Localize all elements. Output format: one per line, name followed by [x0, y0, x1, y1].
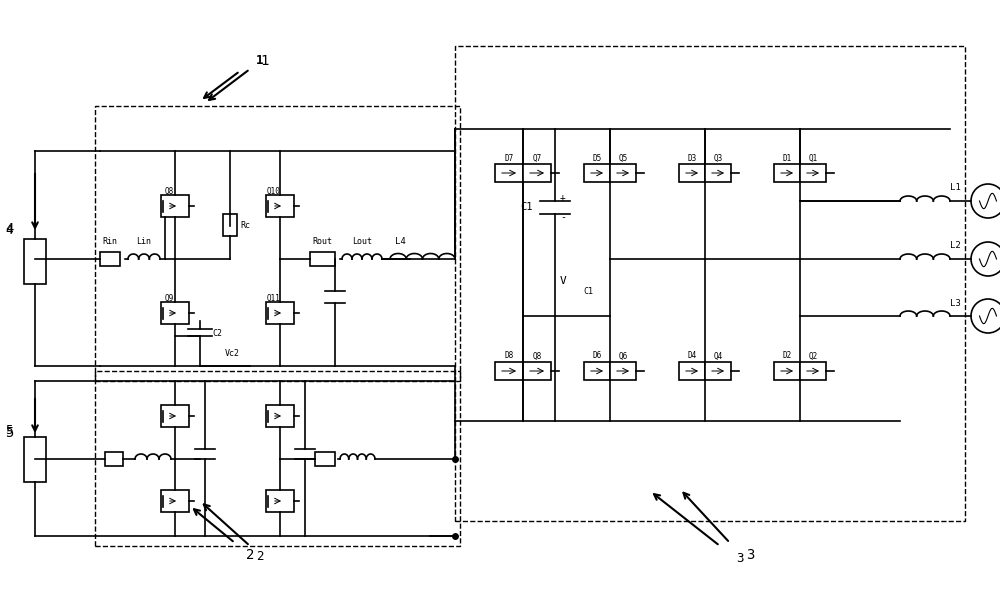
Text: Q3: Q3 [713, 154, 723, 163]
Text: L1: L1 [950, 183, 961, 193]
Bar [266, 302, 294, 324]
Text: D6: D6 [592, 352, 602, 361]
Text: L2: L2 [950, 242, 961, 251]
Bar [161, 490, 189, 512]
Bar [679, 362, 705, 380]
Text: D8: D8 [504, 352, 514, 361]
Bar [24, 437, 46, 482]
Bar [315, 452, 335, 466]
Text: L4: L4 [395, 238, 406, 246]
Bar [774, 164, 800, 182]
Text: +: + [560, 193, 566, 203]
Text: Q2: Q2 [808, 352, 818, 361]
Text: C2: C2 [212, 329, 222, 337]
Text: Rc: Rc [240, 220, 250, 229]
Text: Q11: Q11 [267, 294, 281, 303]
Text: 5: 5 [5, 424, 12, 437]
Bar [774, 362, 800, 380]
Bar [610, 362, 636, 380]
Text: Rin: Rin [103, 237, 118, 246]
Bar [310, 252, 335, 266]
Bar [161, 302, 189, 324]
Text: 5: 5 [5, 426, 13, 440]
Bar [523, 362, 551, 380]
Text: D7: D7 [504, 154, 514, 163]
Text: Q9: Q9 [164, 294, 174, 303]
Text: Q7: Q7 [532, 154, 542, 163]
Text: 1: 1 [261, 54, 269, 68]
Text: Rout: Rout [312, 237, 332, 246]
Bar [705, 362, 731, 380]
Text: 2: 2 [256, 550, 264, 563]
Text: D3: D3 [687, 154, 697, 163]
Bar [266, 405, 294, 427]
Text: D5: D5 [592, 154, 602, 163]
Text: 4: 4 [5, 222, 13, 236]
Bar [455, 46, 965, 521]
Bar [495, 164, 523, 182]
Text: Lout: Lout [352, 237, 372, 246]
Bar [266, 490, 294, 512]
Bar [523, 164, 551, 182]
Text: 1: 1 [256, 54, 264, 67]
Text: C1: C1 [583, 287, 593, 296]
Text: Q6: Q6 [618, 352, 628, 361]
Bar [705, 164, 731, 182]
Text: Q8: Q8 [164, 187, 174, 196]
Text: 3: 3 [746, 548, 754, 562]
Bar [584, 164, 610, 182]
Bar [161, 195, 189, 217]
Bar [266, 195, 294, 217]
Text: Lin: Lin [136, 237, 152, 246]
Text: Q8: Q8 [532, 352, 542, 361]
Text: 2: 2 [246, 548, 254, 562]
Bar [800, 164, 826, 182]
Bar [495, 362, 523, 380]
Bar [105, 452, 123, 466]
Bar [24, 239, 46, 284]
Bar [584, 362, 610, 380]
Bar [679, 164, 705, 182]
Text: Q10: Q10 [267, 187, 281, 196]
Text: 3: 3 [736, 553, 744, 566]
Bar [223, 214, 237, 236]
Text: D4: D4 [687, 352, 697, 361]
Bar [610, 164, 636, 182]
Text: L3: L3 [950, 298, 961, 307]
Bar [800, 362, 826, 380]
Text: D1: D1 [782, 154, 792, 163]
Text: -: - [560, 212, 566, 222]
Text: Q5: Q5 [618, 154, 628, 163]
Bar [95, 106, 460, 381]
Text: Q4: Q4 [713, 352, 723, 361]
Text: 4: 4 [5, 225, 12, 238]
Bar [100, 252, 120, 266]
Text: Vc2: Vc2 [225, 349, 240, 358]
Bar [161, 405, 189, 427]
Text: Q1: Q1 [808, 154, 818, 163]
Text: D2: D2 [782, 352, 792, 361]
Bar [95, 371, 460, 546]
Text: V: V [560, 276, 567, 286]
Text: C1: C1 [520, 202, 533, 212]
